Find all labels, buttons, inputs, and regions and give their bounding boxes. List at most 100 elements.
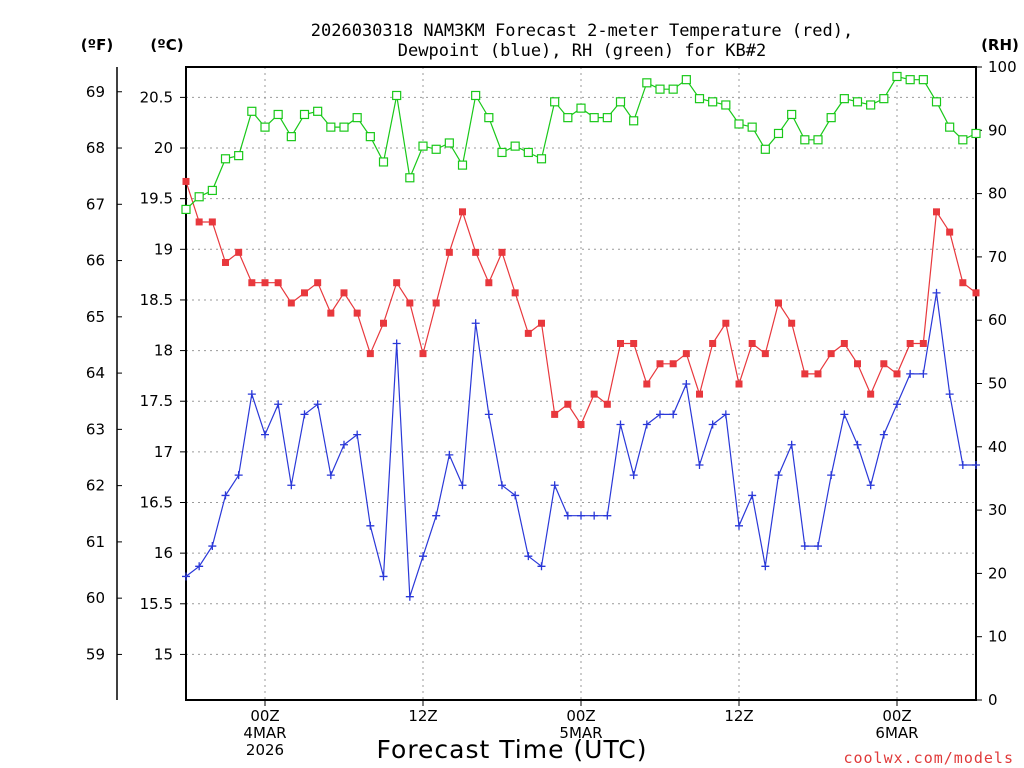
celsius-tick-label: 20 (154, 139, 173, 157)
data-point (550, 481, 559, 490)
celsius-tick-label: 18.5 (140, 291, 173, 309)
data-point (392, 339, 401, 348)
fahrenheit-tick-label: 64 (86, 364, 105, 382)
data-point (327, 309, 335, 317)
rh-tick-label: 20 (988, 564, 1007, 582)
fahrenheit-tick-label: 62 (86, 477, 105, 495)
data-point (669, 410, 678, 419)
rh-tick-label: 10 (988, 628, 1007, 646)
data-point (235, 248, 243, 256)
data-point (457, 160, 468, 170)
data-point (589, 113, 599, 123)
data-point (867, 390, 875, 398)
data-point (682, 350, 690, 358)
data-point (564, 400, 572, 408)
data-point (247, 390, 256, 399)
data-point (339, 122, 349, 132)
celsius-tick-label: 15 (154, 645, 173, 663)
data-point (340, 289, 348, 297)
celsius-unit-label: (ºC) (150, 36, 183, 54)
rh-tick-label: 30 (988, 501, 1007, 519)
data-point (234, 471, 243, 480)
x-tick-label: 12Z (408, 707, 437, 725)
data-point (300, 410, 309, 419)
data-point (959, 279, 967, 287)
celsius-tick-label: 19.5 (140, 190, 173, 208)
x-tick-label: 00Z (250, 707, 279, 725)
data-point (801, 370, 809, 378)
data-point (405, 173, 415, 183)
data-point (353, 309, 361, 317)
fahrenheit-tick-label: 69 (86, 83, 105, 101)
gridlines (186, 67, 976, 700)
data-point (577, 511, 585, 520)
data-point (352, 113, 362, 123)
series-relative-humidity (181, 71, 981, 215)
data-point (735, 521, 743, 530)
data-point (459, 208, 466, 216)
data-point (971, 128, 981, 139)
data-point (248, 279, 256, 287)
data-point (852, 97, 863, 107)
fahrenheit-tick-label: 61 (86, 533, 105, 551)
data-point (194, 192, 204, 202)
data-point (656, 360, 664, 368)
data-point (617, 339, 624, 347)
data-point (432, 299, 440, 307)
data-point (932, 288, 941, 297)
data-point (485, 279, 493, 287)
data-point (419, 552, 427, 561)
data-point (208, 542, 217, 551)
data-point (392, 90, 402, 101)
data-series (181, 71, 981, 601)
rh-tick-label: 80 (988, 185, 1007, 203)
data-point (405, 592, 414, 601)
data-point (893, 400, 901, 409)
data-point (563, 511, 572, 520)
tick-labels: 15 15.5 16 16.5 17 17.5 18 18.5 19 19.5 20 20.5 59 60… (86, 58, 1017, 759)
data-point (563, 113, 573, 123)
data-point (537, 562, 546, 571)
fahrenheit-tick-label: 66 (86, 252, 105, 270)
data-point (458, 481, 467, 490)
data-point (906, 339, 914, 347)
data-point (471, 319, 480, 328)
data-point (208, 218, 216, 226)
data-point (735, 380, 743, 388)
data-point (365, 132, 375, 142)
series-dewpoint (182, 288, 980, 601)
x-tick-label: 4MAR (243, 724, 286, 742)
data-point (879, 94, 889, 104)
data-point (326, 122, 336, 132)
celsius-tick-label: 17.5 (140, 392, 173, 410)
data-point (814, 370, 822, 378)
data-point (472, 248, 480, 256)
data-point (273, 109, 283, 120)
data-point (681, 75, 691, 85)
data-point (840, 410, 849, 419)
data-point (773, 128, 784, 139)
data-point (538, 319, 545, 327)
data-point (314, 279, 322, 287)
data-point (775, 299, 782, 307)
rh-tick-label: 50 (988, 375, 1007, 393)
data-point (630, 339, 638, 347)
data-point (734, 119, 744, 129)
data-point (523, 147, 533, 158)
rh-tick-label: 70 (988, 248, 1007, 266)
data-point (418, 141, 428, 151)
data-point (484, 113, 494, 123)
data-point (931, 97, 942, 107)
fahrenheit-tick-label: 63 (86, 420, 105, 438)
data-point (946, 228, 954, 236)
data-point (590, 511, 599, 520)
data-point (576, 103, 586, 113)
fahrenheit-tick-label: 59 (86, 645, 105, 663)
data-point (313, 106, 323, 116)
data-point (287, 481, 296, 490)
data-point (287, 299, 295, 307)
data-point (234, 151, 244, 161)
data-point (511, 289, 519, 297)
data-point (274, 279, 282, 287)
rh-unit-label: (RH) (981, 36, 1019, 54)
